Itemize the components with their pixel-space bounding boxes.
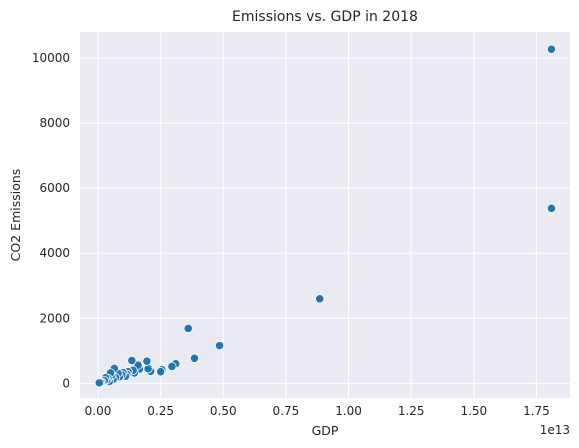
- y-tick-label: 0: [62, 376, 70, 390]
- y-tick-label: 4000: [39, 246, 70, 260]
- x-tick-label: 1.25: [398, 404, 425, 418]
- y-axis-ticks: 0 2000 4000 6000 8000 10000: [32, 51, 70, 390]
- x-axis-label: GDP: [312, 423, 339, 438]
- data-point: [316, 295, 324, 303]
- plot-area: [80, 32, 570, 398]
- data-point: [215, 341, 223, 349]
- data-point: [144, 365, 152, 373]
- data-point: [168, 362, 176, 370]
- x-tick-label: 1.50: [460, 404, 487, 418]
- x-tick-label: 0.25: [147, 404, 174, 418]
- y-tick-label: 10000: [32, 51, 70, 65]
- data-point: [184, 324, 192, 332]
- x-tick-label: 1.00: [335, 404, 362, 418]
- data-point: [143, 357, 151, 365]
- data-point: [128, 356, 136, 364]
- data-point: [547, 45, 555, 53]
- x-axis-ticks: 0.00 0.25 0.50 0.75 1.00 1.25 1.50 1.75: [85, 404, 550, 418]
- y-tick-label: 2000: [39, 311, 70, 325]
- x-axis-offset-label: 1e13: [540, 423, 570, 437]
- y-axis-label: CO2 Emissions: [8, 169, 23, 262]
- chart-title: Emissions vs. GDP in 2018: [232, 9, 418, 25]
- data-point: [547, 204, 555, 212]
- x-tick-label: 0.00: [85, 404, 112, 418]
- data-point: [156, 367, 164, 375]
- x-tick-label: 1.75: [523, 404, 550, 418]
- x-tick-label: 0.75: [273, 404, 300, 418]
- x-tick-label: 0.50: [210, 404, 237, 418]
- data-point: [95, 379, 103, 387]
- data-point: [190, 354, 198, 362]
- y-tick-label: 8000: [39, 116, 70, 130]
- y-tick-label: 6000: [39, 181, 70, 195]
